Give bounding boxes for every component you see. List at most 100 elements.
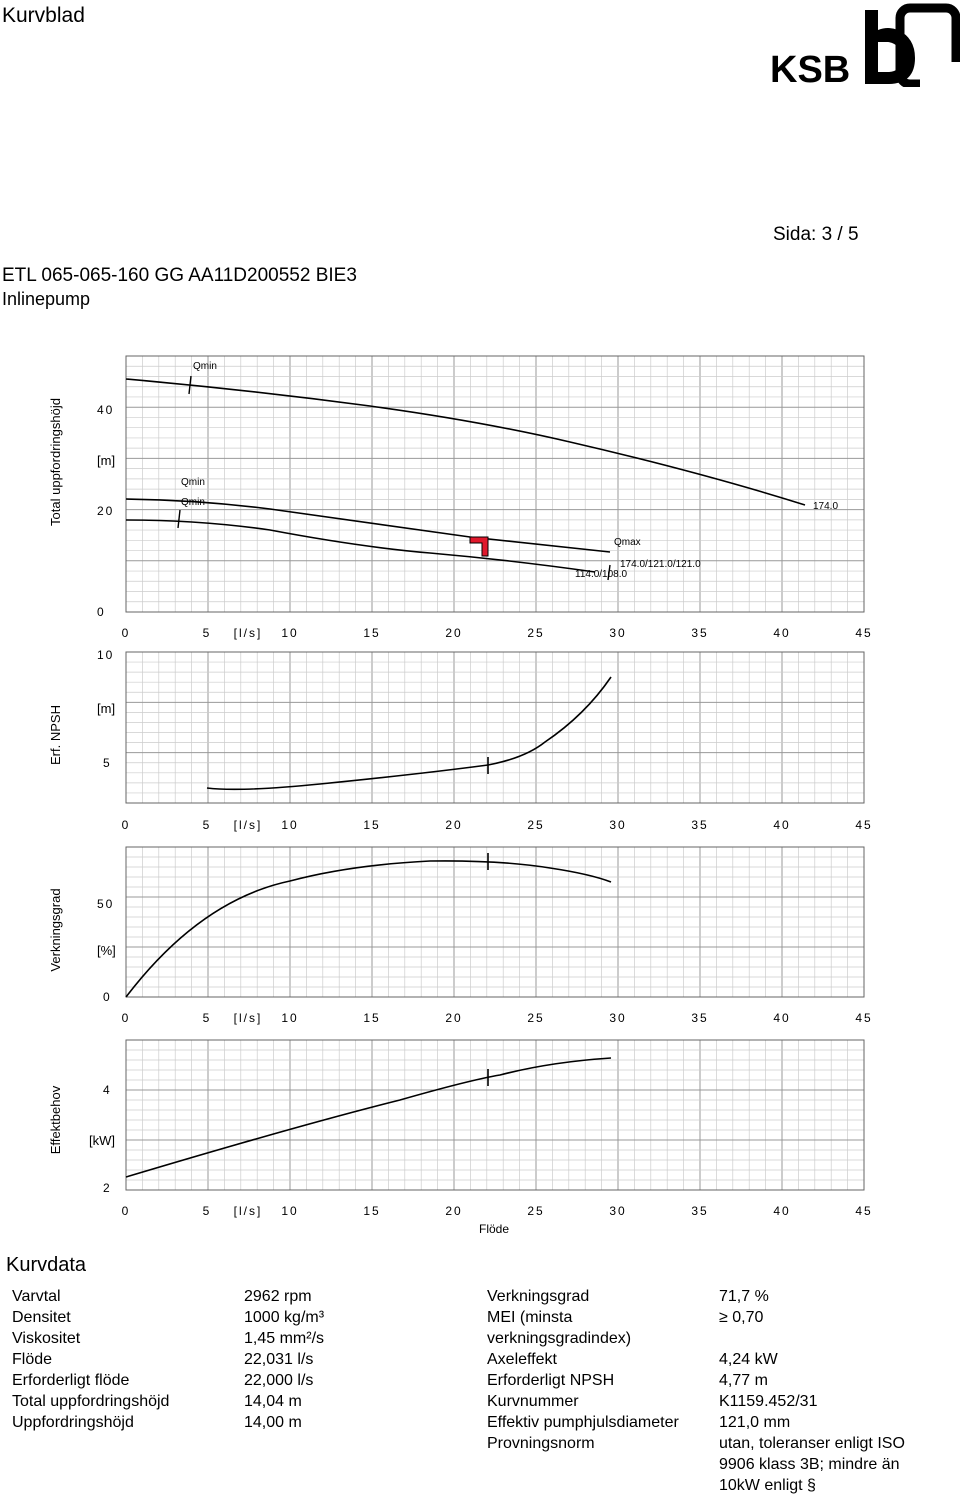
x-tick-label: 15: [363, 1204, 380, 1218]
x-tick-label: 35: [691, 626, 708, 640]
npsh-x-ticks: 0 5 [l/s] 10 15 20 25 30 35 40 45: [122, 818, 872, 832]
x-tick-label: 45: [855, 818, 872, 832]
panel-frame-3: [125, 1039, 865, 1191]
x-tick-label: 35: [691, 1204, 708, 1218]
x-tick-label: 0: [122, 818, 131, 832]
value-kurvnummer: K1159.452/31: [719, 1393, 818, 1410]
ksb-logo: KSB: [770, 3, 960, 87]
npsh-ylabel: Erf. NPSH: [48, 705, 63, 765]
value-viskositet: 1,45 mm²/s: [244, 1330, 325, 1347]
end-label-top: 174.0: [813, 501, 838, 512]
x-tick-label: 5: [203, 818, 212, 832]
value-axeleffekt: 4,24 kW: [719, 1351, 778, 1368]
x-tick-label: 40: [773, 626, 790, 640]
qmin-label-top: Qmin: [193, 361, 217, 372]
label-mei-2: verkningsgradindex): [487, 1330, 632, 1347]
x-tick-label: 0: [122, 1204, 131, 1218]
power-tick-2: 2: [103, 1181, 112, 1195]
npsh-tick-5: 5: [103, 756, 112, 770]
value-densitet: 1000 kg/m³: [244, 1309, 325, 1326]
x-axis-label: Flöde: [479, 1222, 509, 1236]
x-tick-label: 40: [773, 1204, 790, 1218]
qmax-marker: [607, 564, 611, 581]
npsh-unit: [m]: [97, 701, 115, 716]
x-tick-label: 20: [445, 1204, 462, 1218]
head-unit: [m]: [97, 453, 115, 468]
product-type: Inlinepump: [2, 289, 91, 309]
logo-text: KSB: [770, 49, 850, 87]
value-erforderligt-npsh: 4,77 m: [719, 1372, 768, 1389]
eff-curve: [125, 860, 612, 998]
end-label-mid: 174.0/121.0/121.0: [620, 559, 701, 570]
x-tick-label: 25: [527, 1204, 544, 1218]
power-ylabel: Effektbehov: [48, 1085, 63, 1154]
value-mei: ≥ 0,70: [719, 1309, 764, 1326]
value-total-uppfordringshojd: 14,04 m: [244, 1393, 302, 1410]
x-tick-label: 45: [855, 1011, 872, 1025]
kurvdata-left-values: 2962 rpm 1000 kg/m³ 1,45 mm²/s 22,031 l/…: [244, 1286, 324, 1433]
x-unit-label: [l/s]: [234, 818, 263, 832]
head-x-ticks: 0 5 [l/s] 10 15 20 25 30 35 40 45: [122, 626, 872, 640]
x-tick-label: 20: [445, 818, 462, 832]
label-axeleffekt: Axeleffekt: [487, 1351, 557, 1368]
x-tick-label: 45: [855, 1204, 872, 1218]
x-tick-label: 40: [773, 1011, 790, 1025]
x-unit-label: [l/s]: [234, 626, 263, 640]
label-erforderligt-flode: Erforderligt flöde: [12, 1372, 130, 1389]
label-mei-1: MEI (minsta: [487, 1309, 573, 1326]
head-curve-min: [125, 519, 596, 573]
x-tick-label: 10: [281, 1204, 298, 1218]
x-tick-label: 45: [855, 626, 872, 640]
x-tick-label: 10: [281, 1011, 298, 1025]
x-tick-label: 5: [203, 1011, 212, 1025]
panel-frame-2: [125, 846, 865, 998]
qmin-label-mid: Qmin: [181, 477, 205, 488]
label-viskositet: Viskositet: [12, 1330, 81, 1347]
x-tick-label: 25: [527, 626, 544, 640]
logo-b-shape: [865, 10, 915, 84]
pump-curves: Total uppfordringshöjd [m] 40 20 0 Erf. …: [48, 355, 872, 1236]
eff-tick-0: 0: [103, 990, 112, 1004]
x-tick-label: 25: [527, 1011, 544, 1025]
x-tick-label: 35: [691, 1011, 708, 1025]
head-curve-mid: [125, 498, 611, 553]
value-varvtal: 2962 rpm: [244, 1288, 312, 1305]
x-tick-label: 35: [691, 818, 708, 832]
x-tick-label: 30: [609, 626, 626, 640]
value-norm-3: 10kW enligt §: [719, 1477, 816, 1494]
value-diameter: 121,0 mm: [719, 1414, 791, 1431]
eff-x-ticks: 0 5 [l/s] 10 15 20 25 30 35 40 45: [122, 1011, 872, 1025]
x-tick-label: 10: [281, 626, 298, 640]
npsh-tick-10: 10: [97, 648, 114, 662]
qmin-marker-mid: [177, 509, 181, 529]
panel-frame-1: [125, 651, 865, 804]
x-tick-label: 0: [122, 1011, 131, 1025]
label-densitet: Densitet: [12, 1309, 71, 1326]
qmin-label-low: Qmin: [181, 497, 205, 508]
x-unit-label: [l/s]: [234, 1204, 263, 1218]
label-total-uppfordringshojd: Total uppfordringshöjd: [12, 1393, 170, 1410]
eff-unit: [%]: [97, 943, 116, 958]
label-diameter: Effektiv pumphjulsdiameter: [487, 1414, 679, 1431]
value-norm-2: 9906 klass 3B; mindre än: [719, 1456, 900, 1473]
label-uppfordringshojd: Uppfordringshöjd: [12, 1414, 134, 1431]
power-tick-4: 4: [103, 1083, 112, 1097]
kurvdata-left-labels: Varvtal Densitet Viskositet Flöde Erford…: [12, 1286, 169, 1433]
label-provningsnorm: Provningsnorm: [487, 1435, 595, 1452]
x-tick-label: 15: [363, 818, 380, 832]
label-verkningsgrad: Verkningsgrad: [487, 1288, 590, 1305]
value-flode: 22,031 l/s: [244, 1351, 314, 1368]
kurvdata-right-labels: Verkningsgrad MEI (minsta verkningsgradi…: [487, 1286, 679, 1454]
head-tick-40: 40: [97, 403, 114, 417]
kurvdata-right-values: 71,7 % ≥ 0,70 4,24 kW 4,77 m K1159.452/3…: [719, 1286, 905, 1496]
x-tick-label: 20: [445, 626, 462, 640]
npsh-curve: [206, 676, 612, 791]
label-kurvnummer: Kurvnummer: [487, 1393, 579, 1410]
x-tick-label: 15: [363, 626, 380, 640]
x-tick-label: 15: [363, 1011, 380, 1025]
x-tick-label: 0: [122, 626, 131, 640]
qmin-marker-top: [188, 375, 192, 395]
x-tick-label: 40: [773, 818, 790, 832]
product-name: ETL 065-065-160 GG AA11D200552 BIE3: [2, 265, 357, 286]
x-tick-label: 30: [609, 1011, 626, 1025]
